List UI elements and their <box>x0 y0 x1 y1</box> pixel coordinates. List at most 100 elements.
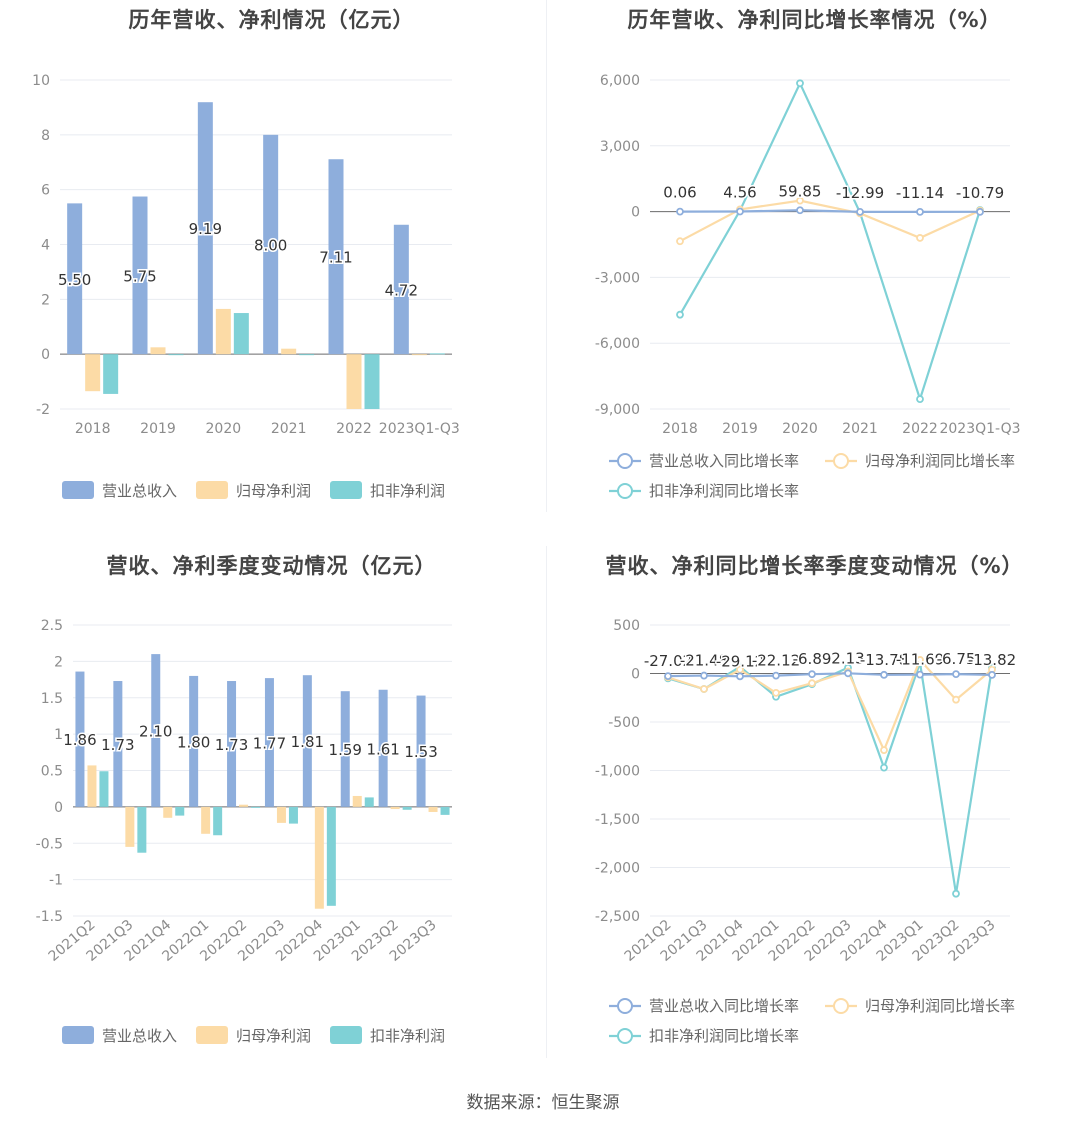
y-tick-label: -500 <box>608 715 640 731</box>
y-tick-label: -6,000 <box>595 336 640 352</box>
bar-deducted-profit <box>364 354 380 409</box>
bar-revenue <box>197 102 213 355</box>
data-label: 9.19 <box>189 220 222 238</box>
bar-net-profit <box>314 806 324 909</box>
column-divider-bottom <box>546 546 547 1058</box>
bar-net-profit <box>346 354 362 409</box>
legend-label: 营业总收入同比增长率 <box>649 452 799 470</box>
bar-revenue <box>302 675 312 807</box>
data-label: -29.12 <box>716 652 764 670</box>
data-label: -27.02 <box>644 652 692 670</box>
bar-revenue <box>132 196 148 355</box>
x-tick-label: 2018 <box>75 421 111 437</box>
y-tick-label: -1,000 <box>595 764 640 780</box>
data-label: 0.06 <box>663 184 696 202</box>
legend-marker <box>617 483 633 499</box>
y-tick-label: 3,000 <box>600 139 640 155</box>
data-point <box>880 746 888 755</box>
x-tick-label: 2019 <box>140 421 176 437</box>
x-tick-label: 2022 <box>902 421 938 437</box>
legend-label: 归母净利润 <box>236 482 311 500</box>
legend-label: 扣非净利润同比增长率 <box>649 1027 799 1045</box>
bar-deducted-profit <box>175 806 185 816</box>
data-source: 数据来源：恒生聚源 <box>466 1093 620 1113</box>
data-point <box>916 670 924 679</box>
x-tick-label: 2021 <box>271 421 307 437</box>
chart-quarterly-growth: 营收、净利同比增长率季度变动情况（%） -2,500 -2,000 -1,500 -1… <box>543 540 1086 1070</box>
bar-net-profit <box>276 806 286 823</box>
data-point <box>916 656 924 664</box>
data-label: 5.75 <box>123 267 156 285</box>
chart-title: 营收、净利季度变动情况（亿元） <box>106 554 437 578</box>
chart-quarterly-amounts: 营收、净利季度变动情况（亿元） -1.5 -1 -0.5 0 0.5 1 1.5 2 2.5 20… <box>0 540 543 1070</box>
series-line <box>679 80 982 403</box>
bar-revenue <box>416 695 426 807</box>
data-point <box>676 310 684 319</box>
data-point <box>772 671 780 680</box>
legend-marker <box>617 453 633 469</box>
data-label: 59.85 <box>779 182 822 200</box>
bar-net-profit <box>390 806 400 810</box>
data-point <box>856 207 864 216</box>
y-tick-label: -1.5 <box>36 909 63 925</box>
data-point <box>880 670 888 679</box>
bar-net-profit <box>150 347 166 355</box>
x-tick-label: 2020 <box>206 421 242 437</box>
data-label: -13.78 <box>860 651 908 669</box>
bar-net-profit <box>163 806 173 818</box>
data-point <box>952 695 960 704</box>
legend-label: 扣非净利润同比增长率 <box>649 482 799 500</box>
y-tick-label: 2 <box>54 654 63 670</box>
bar-deducted-profit <box>137 806 147 853</box>
data-label: 1.80 <box>177 733 210 751</box>
bar-deducted-profit <box>168 354 184 356</box>
legend-label: 归母净利润同比增长率 <box>865 452 1015 470</box>
data-point <box>808 679 816 688</box>
x-tick-label: 2023Q1-Q3 <box>379 421 460 437</box>
legend-marker <box>833 453 849 469</box>
legend-swatch <box>330 1026 362 1044</box>
chart-svg-quarterly-growth: -2,500-2,000-1,500-1,000-50005002021Q220… <box>595 618 1018 1045</box>
column-divider-top <box>546 0 547 512</box>
bar-revenue <box>113 681 123 807</box>
legend-label: 归母净利润 <box>236 1027 311 1045</box>
y-tick-label: -0.5 <box>36 836 63 852</box>
data-label: 1.81 <box>291 733 324 751</box>
data-point <box>676 207 684 216</box>
bar-deducted-profit <box>299 354 315 356</box>
legend-marker <box>617 998 633 1014</box>
legend-swatch <box>62 481 94 499</box>
bar-revenue <box>378 689 388 807</box>
chart-annual-amounts: 历年营收、净利情况（亿元） -2 0 2 4 6 8 10 2018 2019 2020 2021 2… <box>0 0 543 520</box>
legend-label: 扣非净利润 <box>370 482 445 500</box>
data-label: -6.89 <box>793 650 832 668</box>
data-point <box>736 672 744 681</box>
data-point <box>796 79 804 88</box>
x-tick-label: 2018 <box>662 421 698 437</box>
bar-deducted-profit <box>288 806 298 824</box>
bar-revenue <box>189 675 199 807</box>
data-label: -11.69 <box>896 651 944 669</box>
series-line <box>679 199 981 243</box>
legend-swatch <box>330 481 362 499</box>
series-line <box>667 672 993 678</box>
data-label: 4.56 <box>723 183 756 201</box>
bar-net-profit <box>239 804 249 807</box>
data-point <box>952 670 960 679</box>
data-label: 1.73 <box>101 736 134 754</box>
legend-marker <box>617 1028 633 1044</box>
data-label: 2.10 <box>139 722 172 740</box>
series-line <box>667 657 993 753</box>
bar-deducted-profit <box>440 806 450 815</box>
data-label: -11.14 <box>896 184 944 202</box>
data-point <box>736 207 744 216</box>
bar-revenue <box>340 691 350 807</box>
x-tick-label: 2019 <box>722 421 758 437</box>
y-tick-label: -2,500 <box>595 909 640 925</box>
bar-net-profit <box>411 354 427 356</box>
data-point <box>952 889 960 898</box>
y-tick-label: 1 <box>54 727 63 743</box>
chart-title: 历年营收、净利情况（亿元） <box>128 8 415 32</box>
data-point <box>988 670 996 679</box>
bar-net-profit <box>352 795 362 807</box>
